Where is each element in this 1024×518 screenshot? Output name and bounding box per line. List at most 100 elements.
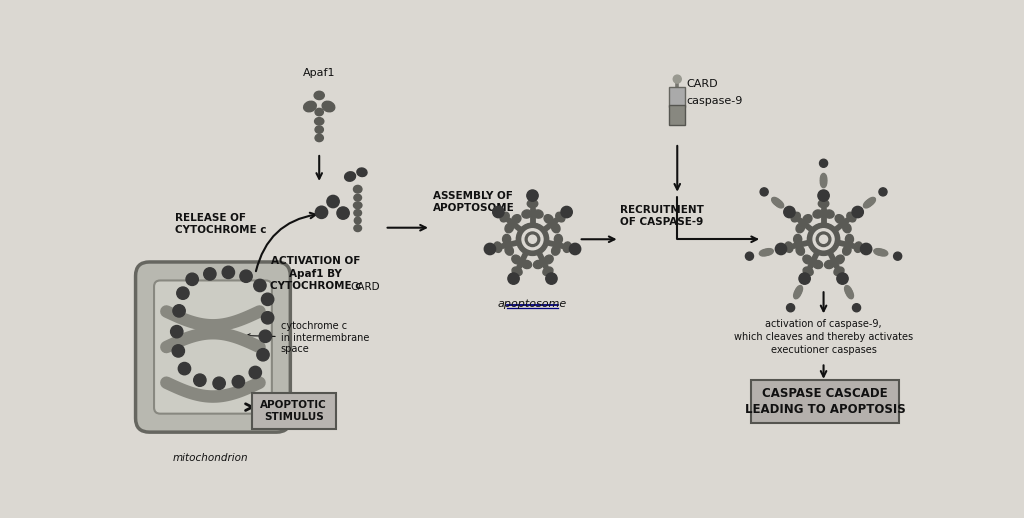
Text: Apaf1: Apaf1 [303,68,336,78]
Circle shape [232,376,245,388]
Ellipse shape [563,242,571,252]
Ellipse shape [843,223,851,233]
Ellipse shape [877,249,888,256]
Circle shape [178,363,190,375]
Ellipse shape [552,223,560,233]
Circle shape [837,273,848,284]
Ellipse shape [845,285,852,296]
Ellipse shape [556,212,565,222]
Ellipse shape [357,168,367,177]
Ellipse shape [354,217,361,224]
Ellipse shape [834,267,844,276]
Ellipse shape [505,223,513,233]
Ellipse shape [315,134,324,141]
FancyBboxPatch shape [154,280,271,414]
Ellipse shape [315,108,324,116]
Circle shape [222,266,234,279]
Circle shape [813,229,835,250]
Ellipse shape [762,249,773,255]
Ellipse shape [494,242,502,252]
Circle shape [508,273,519,284]
Ellipse shape [673,75,681,83]
Circle shape [259,330,271,342]
Ellipse shape [796,223,805,233]
Ellipse shape [873,249,885,255]
Circle shape [493,206,504,218]
Circle shape [516,223,549,255]
FancyBboxPatch shape [670,88,685,107]
Circle shape [819,159,827,167]
Text: RELEASE OF
CYTOCHROME c: RELEASE OF CYTOCHROME c [175,213,266,235]
Circle shape [819,235,827,243]
Text: caspase-9: caspase-9 [686,96,742,106]
Ellipse shape [836,214,844,223]
Ellipse shape [512,267,522,276]
Circle shape [173,305,185,317]
Ellipse shape [527,199,538,208]
Text: APOPTOTIC
STIMULUS: APOPTOTIC STIMULUS [260,400,328,422]
Text: mitochondrion: mitochondrion [173,453,249,463]
Circle shape [522,229,543,250]
Ellipse shape [760,249,770,256]
Circle shape [561,206,572,218]
Ellipse shape [784,242,793,252]
Circle shape [528,235,537,243]
Ellipse shape [512,214,521,223]
Ellipse shape [796,246,805,255]
Circle shape [775,243,786,255]
Circle shape [816,232,830,247]
Ellipse shape [554,235,562,244]
Ellipse shape [544,255,553,264]
Circle shape [786,304,795,312]
Ellipse shape [772,197,781,206]
Circle shape [807,223,840,255]
Ellipse shape [803,255,812,264]
Ellipse shape [820,174,826,185]
Ellipse shape [836,255,844,264]
Ellipse shape [522,261,531,268]
Circle shape [327,195,339,208]
Circle shape [213,377,225,390]
Ellipse shape [552,246,560,255]
Circle shape [204,268,216,280]
Ellipse shape [820,176,826,188]
Circle shape [171,325,183,338]
Text: apoptosome: apoptosome [498,298,567,309]
Circle shape [526,190,539,202]
Circle shape [783,206,795,218]
Circle shape [315,206,328,219]
Ellipse shape [503,235,511,244]
Ellipse shape [795,285,803,296]
Circle shape [894,252,902,260]
Ellipse shape [813,261,822,268]
Ellipse shape [534,261,543,268]
Circle shape [569,243,581,255]
Circle shape [337,207,349,219]
Ellipse shape [794,235,802,244]
Circle shape [853,304,860,312]
Ellipse shape [847,212,856,222]
Circle shape [852,206,863,218]
Circle shape [261,293,273,306]
Ellipse shape [865,197,876,206]
Ellipse shape [314,118,324,125]
Ellipse shape [314,91,325,99]
FancyBboxPatch shape [135,262,291,432]
Ellipse shape [544,214,553,223]
Text: RECRUITMENT
OF CASPASE-9: RECRUITMENT OF CASPASE-9 [620,205,703,227]
Ellipse shape [353,185,361,193]
Circle shape [194,374,206,386]
Ellipse shape [354,225,361,232]
Ellipse shape [854,242,862,252]
Text: CASPASE CASCADE
LEADING TO APOPTOSIS: CASPASE CASCADE LEADING TO APOPTOSIS [744,387,905,416]
Ellipse shape [803,214,812,223]
Ellipse shape [522,210,531,218]
Circle shape [257,349,269,361]
Circle shape [799,273,810,284]
Circle shape [186,273,199,285]
Text: ACTIVATION OF
Apaf1 BY
CYTOCHROME c: ACTIVATION OF Apaf1 BY CYTOCHROME c [269,256,361,291]
Ellipse shape [843,246,851,255]
Ellipse shape [543,267,553,276]
Ellipse shape [354,210,361,217]
Circle shape [879,188,887,196]
